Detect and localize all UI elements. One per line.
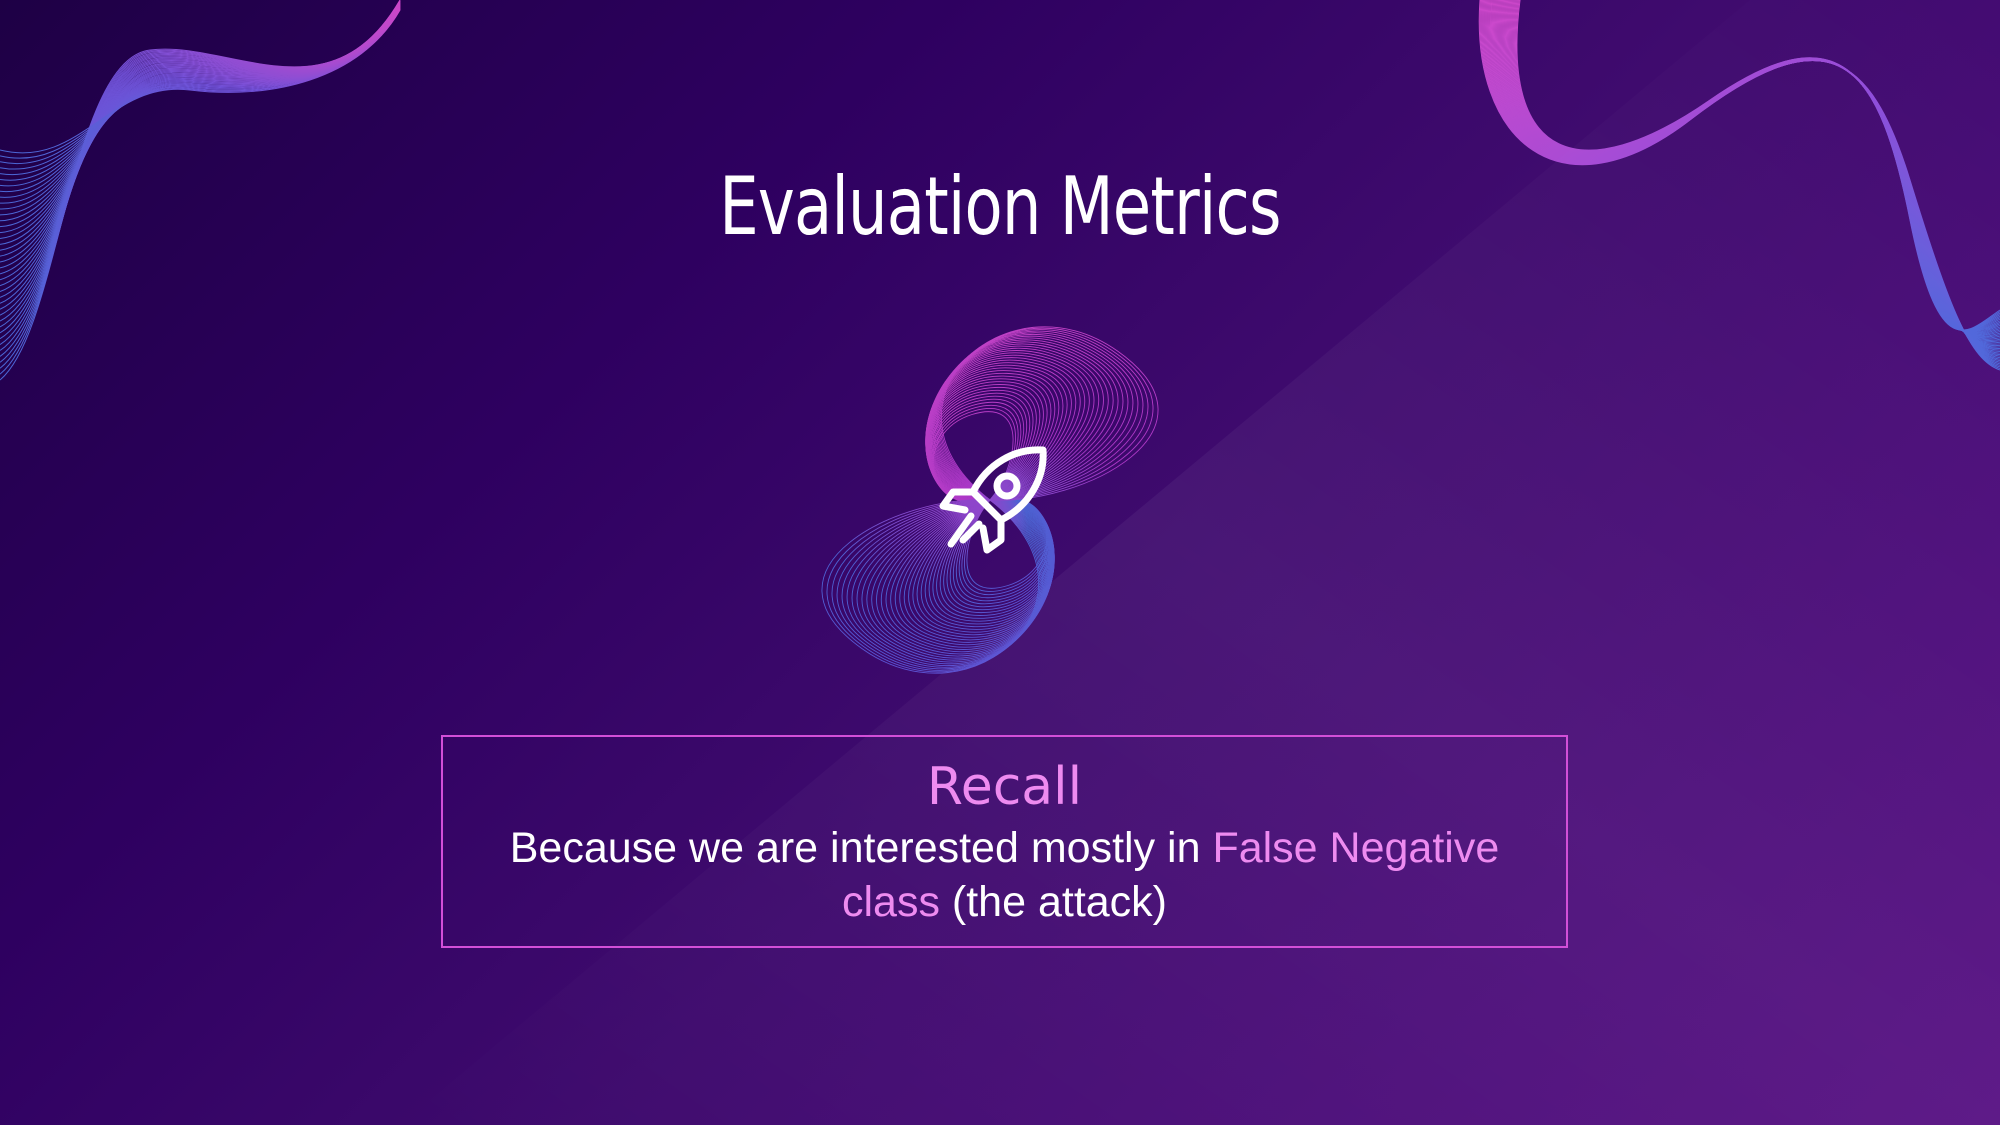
box-heading: Recall	[926, 757, 1083, 817]
box-description: Because we are interested mostly in Fals…	[475, 821, 1535, 929]
recall-info-box: Recall Because we are interested mostly …	[441, 735, 1568, 948]
description-text-part2: (the attack)	[939, 878, 1167, 926]
rocket-icon	[939, 446, 1047, 554]
description-text-part1: Because we are interested mostly in	[509, 824, 1213, 872]
description-highlight: False Negative class	[842, 824, 1500, 926]
swirl-graphic	[821, 326, 1159, 674]
slide-title: Evaluation Metrics	[719, 160, 1281, 253]
